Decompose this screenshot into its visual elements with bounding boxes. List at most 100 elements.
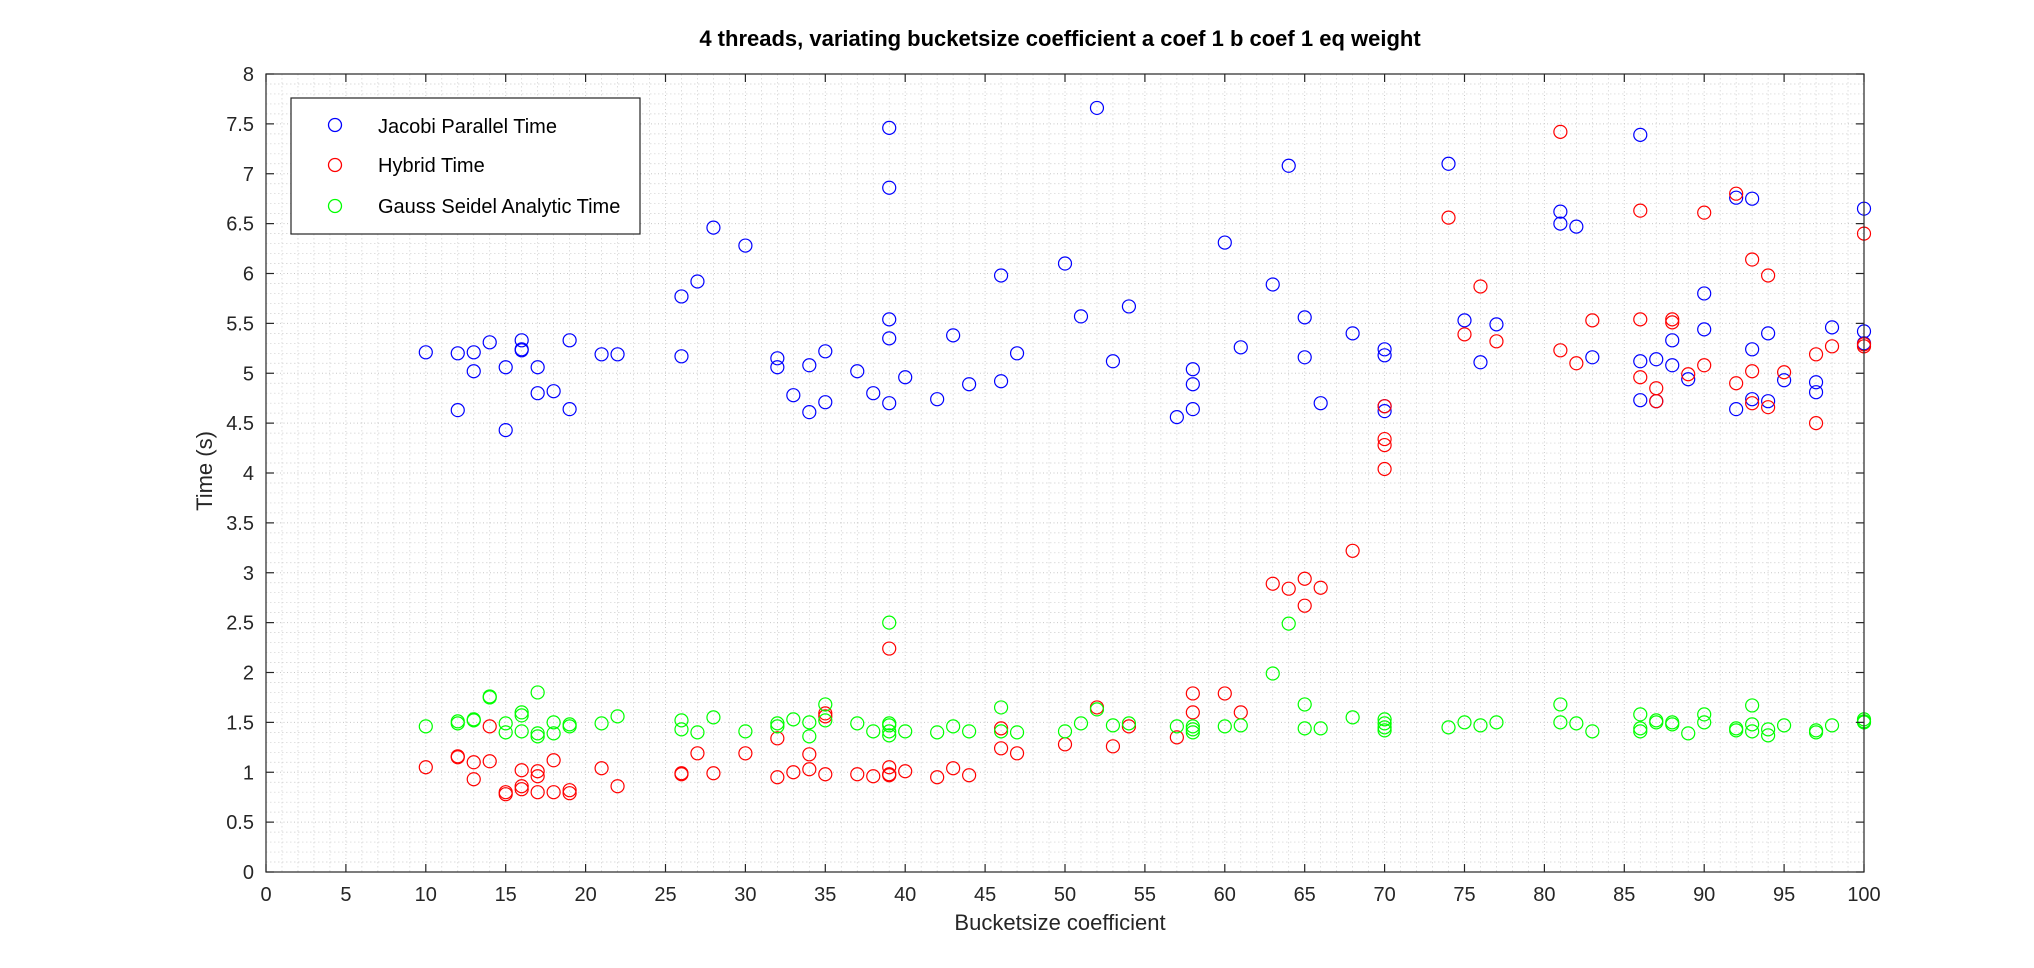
data-point xyxy=(418,719,433,734)
data-point xyxy=(466,755,481,770)
data-point xyxy=(1665,315,1680,330)
data-point xyxy=(1009,746,1025,761)
data-point xyxy=(882,312,897,327)
chart-title: 4 threads, variating bucketsize coeffici… xyxy=(699,26,1421,51)
data-point xyxy=(1697,205,1712,220)
data-point xyxy=(1265,576,1280,591)
y-tick-label: 3.5 xyxy=(226,513,254,535)
data-point xyxy=(802,358,817,373)
data-point xyxy=(1233,718,1248,733)
x-axis-title: Bucketsize coefficient xyxy=(954,910,1165,935)
data-point xyxy=(1633,393,1648,408)
data-point xyxy=(514,708,529,723)
data-point xyxy=(946,719,961,734)
data-point xyxy=(1089,702,1105,717)
data-point xyxy=(1776,373,1792,388)
legend-marker-hybrid xyxy=(327,157,343,173)
data-point xyxy=(818,697,833,712)
data-point xyxy=(1489,317,1504,332)
data-point xyxy=(1297,310,1312,325)
x-tick-label: 5 xyxy=(340,884,351,906)
data-point xyxy=(466,713,481,728)
data-point xyxy=(1681,367,1696,382)
data-point xyxy=(1569,219,1584,234)
data-point xyxy=(1185,377,1200,392)
x-tick-label: 80 xyxy=(1533,884,1555,906)
data-point xyxy=(1377,461,1392,477)
x-tick-label: 0 xyxy=(260,884,271,906)
legend-marker-jacobi xyxy=(327,117,343,133)
y-tick-label: 4 xyxy=(243,463,254,485)
data-point xyxy=(882,724,897,739)
data-point xyxy=(1649,352,1664,367)
axes xyxy=(265,73,1865,873)
data-point xyxy=(818,767,833,782)
x-tick-label: 60 xyxy=(1214,884,1236,906)
data-point xyxy=(1313,580,1328,595)
data-point xyxy=(1185,725,1200,740)
data-point xyxy=(546,785,561,800)
data-point xyxy=(1633,724,1648,739)
data-points xyxy=(418,100,1872,802)
data-point xyxy=(1473,279,1488,294)
data-point xyxy=(1745,364,1760,379)
data-point xyxy=(1073,716,1089,731)
data-point xyxy=(1776,365,1792,380)
data-point xyxy=(1345,710,1360,725)
y-tick-label: 2 xyxy=(243,663,254,685)
data-point xyxy=(1377,716,1392,731)
legend-label-jacobi: Jacobi Parallel Time xyxy=(378,116,557,138)
data-point xyxy=(1697,715,1712,730)
data-point xyxy=(466,364,481,379)
y-tick-label: 6.5 xyxy=(226,214,254,236)
y-tick-label: 1 xyxy=(243,762,254,784)
data-point xyxy=(562,783,577,798)
data-point xyxy=(866,769,881,784)
data-point xyxy=(1473,355,1488,370)
data-point xyxy=(770,719,785,734)
data-point xyxy=(962,377,977,392)
y-tick-label: 5.5 xyxy=(226,313,254,335)
data-point xyxy=(1313,721,1328,736)
data-point xyxy=(818,709,833,724)
data-point xyxy=(674,289,689,304)
x-tick-label: 50 xyxy=(1054,884,1076,906)
data-point xyxy=(930,725,945,740)
data-point xyxy=(1761,326,1776,341)
legend-box xyxy=(290,97,641,235)
data-point xyxy=(1441,720,1456,735)
data-point xyxy=(802,405,817,420)
data-point xyxy=(1745,396,1760,411)
data-point xyxy=(1265,666,1280,681)
data-point xyxy=(1377,437,1392,453)
data-point xyxy=(850,716,865,731)
data-point xyxy=(882,180,897,195)
data-point xyxy=(482,754,497,769)
data-point xyxy=(1105,718,1121,733)
x-tick-label: 75 xyxy=(1453,884,1475,906)
data-point xyxy=(594,761,609,776)
data-point xyxy=(1297,598,1312,613)
data-point xyxy=(690,274,705,289)
x-tick-label: 15 xyxy=(495,884,517,906)
data-point xyxy=(1633,203,1648,218)
data-point xyxy=(898,370,913,385)
data-point xyxy=(770,770,785,785)
data-point xyxy=(930,770,945,785)
data-point xyxy=(786,765,801,780)
data-point xyxy=(418,345,433,360)
data-point xyxy=(802,762,817,777)
data-point xyxy=(706,220,721,235)
data-point xyxy=(1441,210,1456,225)
data-point xyxy=(594,716,609,731)
data-point xyxy=(1553,216,1568,231)
data-point xyxy=(1553,124,1568,139)
data-point xyxy=(514,343,529,358)
data-point xyxy=(786,388,801,403)
data-point xyxy=(1745,724,1760,739)
y-tick-label: 0 xyxy=(243,862,254,884)
data-point xyxy=(882,615,897,630)
data-point xyxy=(738,724,753,739)
data-point xyxy=(1457,715,1472,730)
